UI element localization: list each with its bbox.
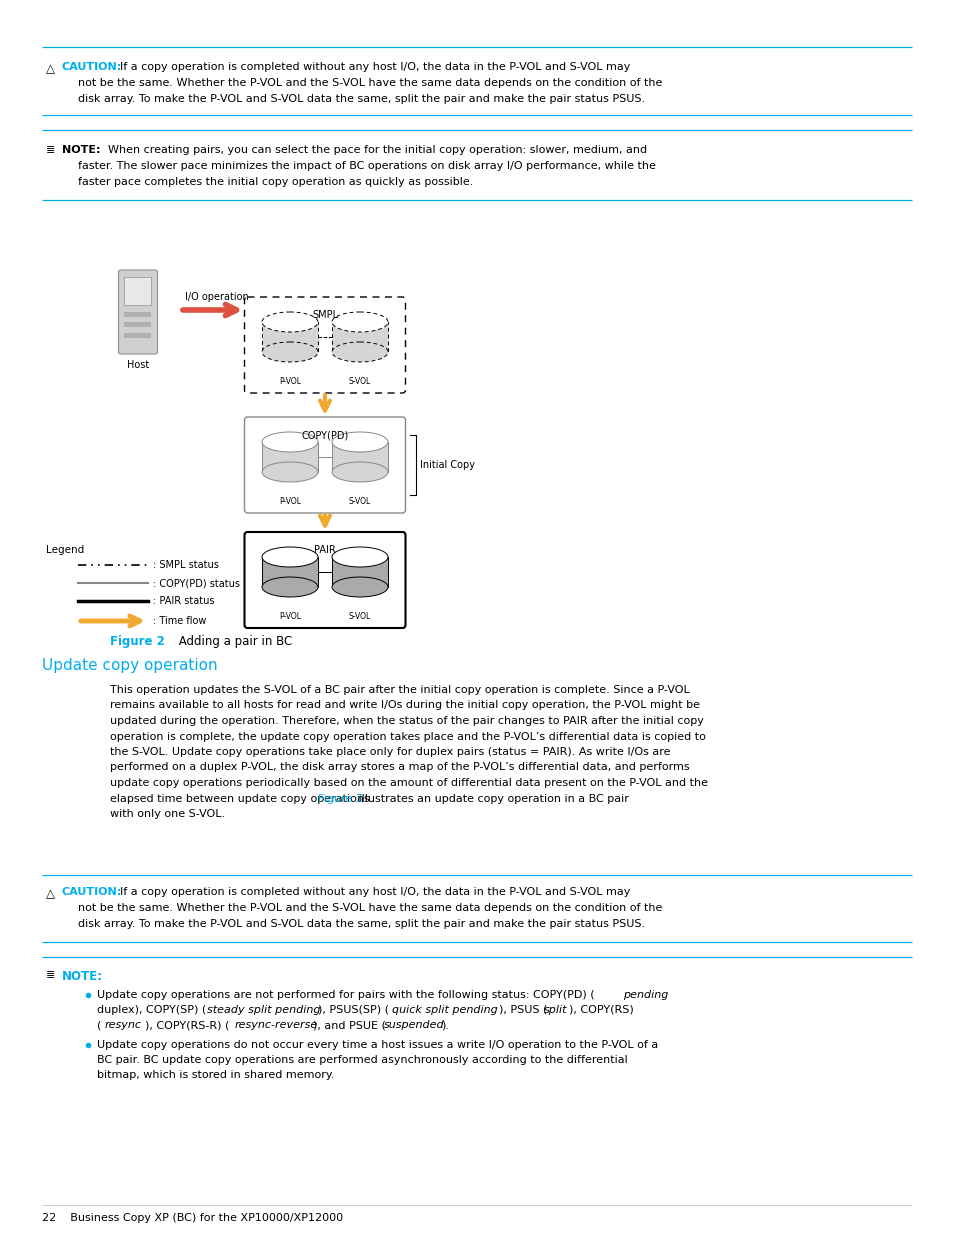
Text: ≣: ≣ <box>46 969 55 981</box>
Text: ), COPY(RS): ), COPY(RS) <box>568 1005 633 1015</box>
Text: ), COPY(RS-R) (: ), COPY(RS-R) ( <box>145 1020 229 1030</box>
Ellipse shape <box>262 312 317 332</box>
Text: ), PSUS (: ), PSUS ( <box>498 1005 547 1015</box>
Text: △: △ <box>46 887 55 900</box>
Polygon shape <box>262 557 317 587</box>
Text: : COPY(PD) status: : COPY(PD) status <box>152 578 240 588</box>
Text: NOTE:: NOTE: <box>62 969 103 983</box>
FancyBboxPatch shape <box>244 296 405 393</box>
Text: quick split pending: quick split pending <box>392 1005 497 1015</box>
Text: Legend: Legend <box>46 545 84 555</box>
Text: Figure 2: Figure 2 <box>110 635 165 648</box>
Text: faster pace completes the initial copy operation as quickly as possible.: faster pace completes the initial copy o… <box>78 177 473 186</box>
Text: I/O operation: I/O operation <box>185 291 249 303</box>
Text: ).: ). <box>440 1020 449 1030</box>
Text: SMPL: SMPL <box>312 310 337 320</box>
Text: : SMPL status: : SMPL status <box>152 559 218 571</box>
Ellipse shape <box>262 462 317 482</box>
Polygon shape <box>332 557 388 587</box>
Text: with only one S-VOL.: with only one S-VOL. <box>110 809 225 819</box>
FancyBboxPatch shape <box>244 532 405 629</box>
Text: P-VOL: P-VOL <box>278 496 301 506</box>
Text: ), PSUS(SP) (: ), PSUS(SP) ( <box>317 1005 389 1015</box>
Ellipse shape <box>332 547 388 567</box>
Text: bitmap, which is stored in shared memory.: bitmap, which is stored in shared memory… <box>97 1070 335 1079</box>
Text: performed on a duplex P-VOL, the disk array stores a map of the P-VOL’s differen: performed on a duplex P-VOL, the disk ar… <box>110 762 689 773</box>
Text: P-VOL: P-VOL <box>278 377 301 387</box>
Text: resync: resync <box>105 1020 142 1030</box>
Text: faster. The slower pace minimizes the impact of BC operations on disk array I/O : faster. The slower pace minimizes the im… <box>78 161 656 170</box>
Text: △: △ <box>46 62 55 75</box>
Text: the S-VOL. Update copy operations take place only for duplex pairs (status = PAI: the S-VOL. Update copy operations take p… <box>110 747 670 757</box>
Text: Update copy operation: Update copy operation <box>42 658 217 673</box>
Ellipse shape <box>332 342 388 362</box>
Text: update copy operations periodically based on the amount of differential data pre: update copy operations periodically base… <box>110 778 707 788</box>
Text: ), and PSUE (: ), and PSUE ( <box>313 1020 385 1030</box>
Text: Adding a pair in BC: Adding a pair in BC <box>174 635 292 648</box>
Polygon shape <box>332 442 388 472</box>
Text: not be the same. Whether the P-VOL and the S-VOL have the same data depends on t: not be the same. Whether the P-VOL and t… <box>78 903 661 913</box>
Ellipse shape <box>262 577 317 597</box>
Text: CAUTION:: CAUTION: <box>62 62 122 72</box>
Text: elapsed time between update copy operations.: elapsed time between update copy operati… <box>110 794 376 804</box>
Polygon shape <box>262 442 317 472</box>
Text: If a copy operation is completed without any host I/O, the data in the P-VOL and: If a copy operation is completed without… <box>120 887 630 897</box>
Text: When creating pairs, you can select the pace for the initial copy operation: slo: When creating pairs, you can select the … <box>108 144 646 156</box>
Text: illustrates an update copy operation in a BC pair: illustrates an update copy operation in … <box>355 794 628 804</box>
Text: NOTE:: NOTE: <box>62 144 100 156</box>
Text: resync-reverse: resync-reverse <box>234 1020 318 1030</box>
Text: disk array. To make the P-VOL and S-VOL data the same, split the pair and make t: disk array. To make the P-VOL and S-VOL … <box>78 94 644 104</box>
Text: pending: pending <box>622 990 668 1000</box>
Text: disk array. To make the P-VOL and S-VOL data the same, split the pair and make t: disk array. To make the P-VOL and S-VOL … <box>78 919 644 929</box>
Polygon shape <box>262 322 317 352</box>
Polygon shape <box>332 322 388 352</box>
Text: (: ( <box>97 1020 101 1030</box>
Ellipse shape <box>262 432 317 452</box>
Text: : PAIR status: : PAIR status <box>152 597 214 606</box>
Text: steady split pending: steady split pending <box>207 1005 320 1015</box>
Text: suspended: suspended <box>384 1020 444 1030</box>
Bar <box>125 312 152 317</box>
Text: COPY(PD): COPY(PD) <box>301 430 348 440</box>
Text: Update copy operations are not performed for pairs with the following status: CO: Update copy operations are not performed… <box>97 990 594 1000</box>
FancyBboxPatch shape <box>244 417 405 513</box>
Text: If a copy operation is completed without any host I/O, the data in the P-VOL and: If a copy operation is completed without… <box>120 62 630 72</box>
Text: S-VOL: S-VOL <box>349 613 371 621</box>
Text: ≣: ≣ <box>46 144 55 156</box>
Ellipse shape <box>332 312 388 332</box>
Ellipse shape <box>262 547 317 567</box>
Ellipse shape <box>262 342 317 362</box>
Text: CAUTION:: CAUTION: <box>62 887 122 897</box>
FancyBboxPatch shape <box>118 270 157 354</box>
Text: remains available to all hosts for read and write I/Os during the initial copy o: remains available to all hosts for read … <box>110 700 700 710</box>
Text: Host: Host <box>127 359 149 370</box>
Ellipse shape <box>332 577 388 597</box>
Text: Initial Copy: Initial Copy <box>420 459 475 471</box>
Text: updated during the operation. Therefore, when the status of the pair changes to : updated during the operation. Therefore,… <box>110 716 703 726</box>
Text: This operation updates the S-VOL of a BC pair after the initial copy operation i: This operation updates the S-VOL of a BC… <box>110 685 689 695</box>
Text: P-VOL: P-VOL <box>278 613 301 621</box>
Text: 22    Business Copy XP (BC) for the XP10000/XP12000: 22 Business Copy XP (BC) for the XP10000… <box>42 1213 343 1223</box>
Text: operation is complete, the update copy operation takes place and the P-VOL’s dif: operation is complete, the update copy o… <box>110 731 705 741</box>
Text: split: split <box>543 1005 567 1015</box>
Text: not be the same. Whether the P-VOL and the S-VOL have the same data depends on t: not be the same. Whether the P-VOL and t… <box>78 78 661 88</box>
Text: Figure 3: Figure 3 <box>317 794 362 804</box>
Text: Update copy operations do not occur every time a host issues a write I/O operati: Update copy operations do not occur ever… <box>97 1040 658 1050</box>
Text: duplex), COPY(SP) (: duplex), COPY(SP) ( <box>97 1005 206 1015</box>
Text: BC pair. BC update copy operations are performed asynchronously according to the: BC pair. BC update copy operations are p… <box>97 1055 627 1065</box>
Text: S-VOL: S-VOL <box>349 496 371 506</box>
Text: : Time flow: : Time flow <box>152 616 206 626</box>
Text: S-VOL: S-VOL <box>349 377 371 387</box>
Text: PAIR: PAIR <box>314 545 335 555</box>
Bar <box>125 332 152 338</box>
Bar <box>125 277 152 305</box>
Ellipse shape <box>332 432 388 452</box>
Ellipse shape <box>332 462 388 482</box>
Bar <box>125 322 152 327</box>
